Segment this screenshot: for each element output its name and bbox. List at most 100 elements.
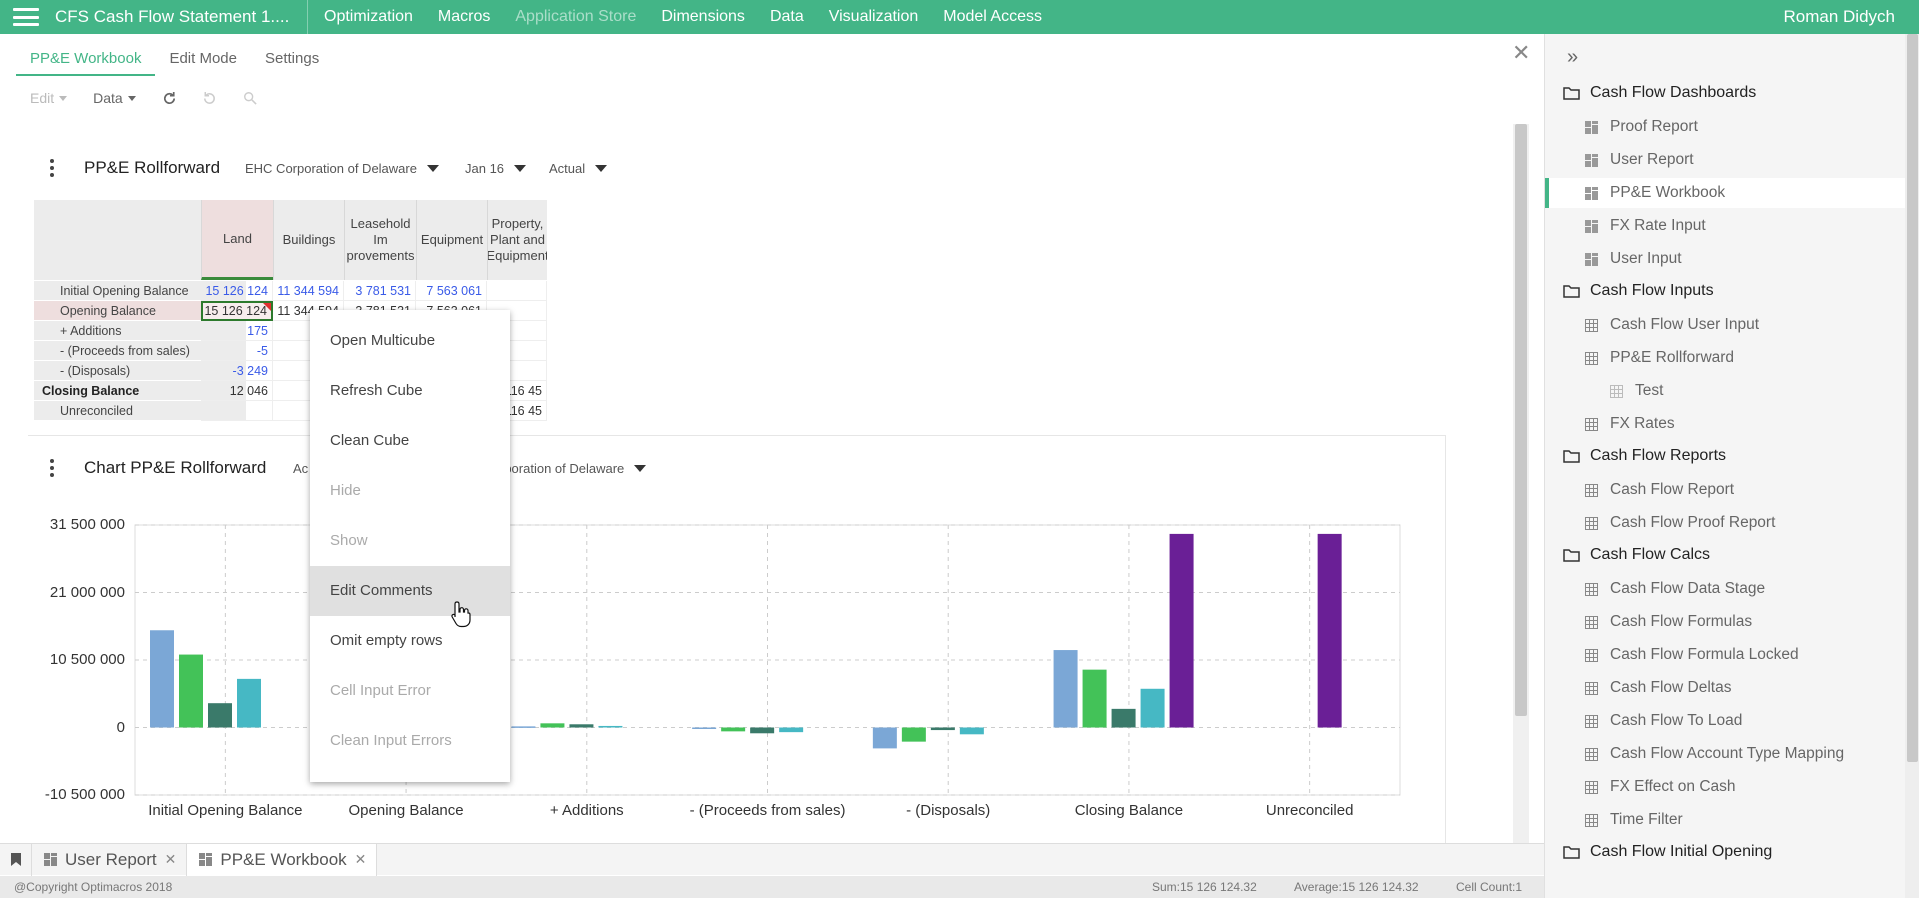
sidebar-item-test[interactable]: Test: [1545, 376, 1905, 406]
sidebar-scrollbar-thumb[interactable]: [1907, 34, 1918, 762]
nav-dimensions[interactable]: Dimensions: [661, 8, 745, 25]
row-header[interactable]: Initial Opening Balance: [34, 281, 246, 301]
nav-application-store[interactable]: Application Store: [515, 8, 637, 25]
edit-dropdown[interactable]: Edit: [30, 90, 68, 106]
entity-filter[interactable]: EHC Corporation of Delaware: [245, 161, 439, 176]
chart-bar[interactable]: [237, 678, 261, 728]
menu-item-refresh-cube[interactable]: Refresh Cube: [330, 382, 423, 399]
grid-cell[interactable]: 175: [201, 321, 273, 341]
sidebar-item-user-report[interactable]: User Report: [1545, 145, 1905, 175]
nav-visualization[interactable]: Visualization: [828, 8, 919, 25]
user-name[interactable]: Roman Didych: [1783, 7, 1896, 26]
row-header[interactable]: - (Disposals): [34, 361, 246, 381]
grid-cell[interactable]: -3 249: [201, 361, 273, 381]
nav-macros[interactable]: Macros: [437, 8, 491, 25]
grid-cell[interactable]: 11 344 594: [273, 281, 344, 301]
search-icon[interactable]: [242, 90, 258, 106]
chart-bar[interactable]: [208, 703, 232, 728]
sidebar-item-pp-e-rollforward[interactable]: PP&E Rollforward: [1545, 343, 1905, 373]
grid-cell[interactable]: 3 781 531: [344, 281, 416, 301]
column-header[interactable]: Land: [201, 200, 273, 280]
sidebar-item-user-input[interactable]: User Input: [1545, 244, 1905, 274]
chart-bar[interactable]: [959, 727, 984, 735]
chart-bar[interactable]: [930, 727, 955, 731]
sidebar-item-cash-flow-to-load[interactable]: Cash Flow To Load: [1545, 706, 1905, 736]
menu-item-hide[interactable]: Hide: [330, 482, 361, 499]
sidebar-item-cash-flow-report[interactable]: Cash Flow Report: [1545, 475, 1905, 505]
row-header[interactable]: Unreconciled: [34, 401, 246, 421]
nav-optimization[interactable]: Optimization: [324, 8, 413, 25]
sidebar-scrollbar[interactable]: [1905, 34, 1919, 898]
nav-data[interactable]: Data: [769, 8, 804, 25]
bottom-tab-user-report[interactable]: User Report ✕: [32, 843, 188, 876]
menu-item-omit-empty-rows[interactable]: Omit empty rows: [330, 632, 443, 649]
close-tab-icon[interactable]: ✕: [354, 851, 367, 867]
chart-bar[interactable]: [569, 724, 594, 728]
sidebar-item-proof-report[interactable]: Proof Report: [1545, 112, 1905, 142]
grid-cell[interactable]: [487, 281, 547, 301]
tab-settings[interactable]: Settings: [265, 50, 320, 67]
menu-item-edit-comments[interactable]: Edit Comments: [310, 566, 510, 616]
chart-bar[interactable]: [540, 723, 565, 728]
chart-bar[interactable]: [511, 726, 536, 728]
grid-cell[interactable]: 15 126 124: [201, 301, 273, 321]
sidebar-folder[interactable]: Cash Flow Dashboards: [1563, 84, 1756, 102]
chart-bar[interactable]: [692, 727, 717, 730]
tab-edit-mode[interactable]: Edit Mode: [169, 50, 237, 67]
sidebar-folder[interactable]: Cash Flow Calcs: [1563, 546, 1710, 564]
chart-bar[interactable]: [779, 727, 804, 733]
sidebar-item-fx-rate-input[interactable]: FX Rate Input: [1545, 211, 1905, 241]
grid-cell[interactable]: [487, 361, 547, 381]
row-header[interactable]: + Additions: [34, 321, 246, 341]
menu-item-cell-input-error[interactable]: Cell Input Error: [330, 682, 431, 699]
main-scrollbar[interactable]: [1513, 124, 1529, 844]
sidebar-folder[interactable]: Cash Flow Inputs: [1563, 282, 1714, 300]
sidebar-item-cash-flow-data-stage[interactable]: Cash Flow Data Stage: [1545, 574, 1905, 604]
sidebar-folder[interactable]: Cash Flow Reports: [1563, 447, 1726, 465]
sidebar-item-fx-rates[interactable]: FX Rates: [1545, 409, 1905, 439]
main-scrollbar-thumb[interactable]: [1515, 124, 1527, 716]
row-header[interactable]: Closing Balance: [34, 381, 246, 401]
period-filter[interactable]: Jan 16: [465, 161, 527, 176]
bottom-tab-ppe-workbook[interactable]: PP&E Workbook ✕: [187, 843, 378, 876]
sidebar-item-cash-flow-formula-locked[interactable]: Cash Flow Formula Locked: [1545, 640, 1905, 670]
chart-bar[interactable]: [1053, 650, 1078, 728]
column-header[interactable]: Equipment: [416, 200, 487, 280]
hamburger-menu-icon[interactable]: [13, 8, 39, 26]
grid-cell[interactable]: -5: [201, 341, 273, 361]
redo-icon[interactable]: [202, 90, 218, 106]
chart-bar[interactable]: [1140, 688, 1165, 728]
chart-bar[interactable]: [179, 654, 203, 728]
grid-cell[interactable]: [487, 301, 547, 321]
row-header[interactable]: - (Proceeds from sales): [34, 341, 246, 361]
row-header[interactable]: Opening Balance: [34, 301, 246, 321]
menu-item-open-multicube[interactable]: Open Multicube: [330, 332, 436, 349]
column-header[interactable]: Leasehold Im provements: [344, 200, 416, 280]
chart-bar[interactable]: [721, 727, 746, 732]
grid-cell[interactable]: 15 126 124: [201, 281, 273, 301]
app-title[interactable]: CFS Cash Flow Statement 1....: [55, 7, 290, 26]
grid-cell[interactable]: 12 046: [201, 381, 273, 401]
refresh-icon[interactable]: [162, 90, 178, 106]
column-header[interactable]: Property, Plant and Equipment: [487, 200, 547, 280]
sidebar-item-cash-flow-proof-report[interactable]: Cash Flow Proof Report: [1545, 508, 1905, 538]
chart-bar[interactable]: [1169, 533, 1194, 728]
chart-bar[interactable]: [750, 727, 775, 734]
chart-bar[interactable]: [1082, 669, 1107, 728]
sidebar-item-time-filter[interactable]: Time Filter: [1545, 805, 1905, 835]
sidebar-item-pp-e-workbook[interactable]: PP&E Workbook: [1545, 178, 1905, 208]
nav-model-access[interactable]: Model Access: [943, 8, 1042, 25]
grid-cell[interactable]: [487, 341, 547, 361]
chart-bar[interactable]: [1111, 708, 1136, 728]
chart-entity-filter[interactable]: rporation of Delaware: [500, 461, 647, 476]
sidebar-item-cash-flow-deltas[interactable]: Cash Flow Deltas: [1545, 673, 1905, 703]
chart-version-filter[interactable]: Ac: [293, 461, 308, 476]
chart-bar[interactable]: [872, 727, 897, 749]
close-tab-icon[interactable]: ✕: [164, 851, 177, 867]
chart-bar[interactable]: [150, 630, 174, 728]
grid-cell[interactable]: [487, 321, 547, 341]
menu-item-clean-input-errors[interactable]: Clean Input Errors: [330, 732, 452, 749]
data-dropdown[interactable]: Data: [93, 90, 136, 106]
version-filter[interactable]: Actual: [549, 161, 608, 176]
sidebar-item-fx-effect-on-cash[interactable]: FX Effect on Cash: [1545, 772, 1905, 802]
